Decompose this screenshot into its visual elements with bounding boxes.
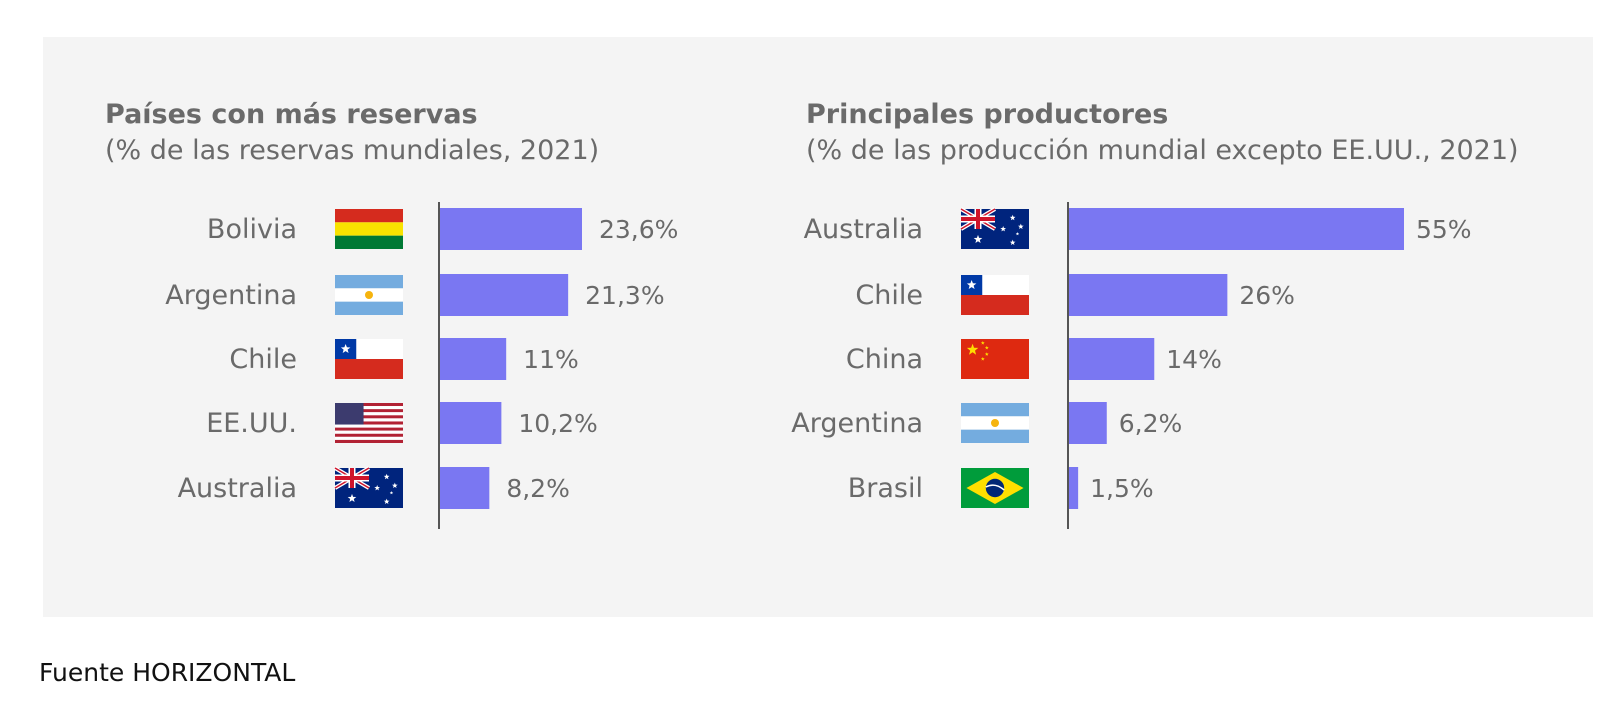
category-label: Bolivia bbox=[207, 214, 297, 245]
bar bbox=[440, 208, 582, 250]
bar bbox=[1069, 274, 1228, 316]
chart-title: Principales productores bbox=[806, 99, 1169, 130]
value-label: 1,5% bbox=[1090, 474, 1154, 503]
bar bbox=[1069, 338, 1155, 380]
category-label: EE.UU. bbox=[206, 408, 297, 439]
category-label: China bbox=[846, 344, 923, 375]
flag-chile-icon bbox=[335, 339, 403, 379]
category-label: Australia bbox=[178, 473, 297, 504]
value-label: 14% bbox=[1166, 345, 1222, 374]
bar bbox=[1069, 467, 1079, 509]
chart-panel: Países con más reservas (% de las reserv… bbox=[43, 37, 1593, 617]
value-label: 26% bbox=[1239, 281, 1295, 310]
flag-china-icon bbox=[961, 339, 1029, 379]
category-label: Australia bbox=[804, 214, 923, 245]
flag-australia-icon bbox=[959, 207, 1029, 249]
reserves-chart: Países con más reservas (% de las reserv… bbox=[43, 37, 743, 617]
chart-subtitle: (% de las producción mundial excepto EE.… bbox=[806, 135, 1519, 166]
category-label: Argentina bbox=[165, 280, 297, 311]
chart-title: Países con más reservas bbox=[105, 99, 478, 130]
bar bbox=[1069, 402, 1107, 444]
value-label: 21,3% bbox=[585, 281, 664, 310]
value-label: 11% bbox=[523, 345, 579, 374]
flag-chile-icon bbox=[961, 275, 1029, 315]
category-label: Chile bbox=[229, 344, 297, 375]
category-label: Argentina bbox=[791, 408, 923, 439]
category-label: Chile bbox=[855, 280, 923, 311]
value-label: 8,2% bbox=[506, 474, 570, 503]
producers-bar-svg: Australia 55% Chile 26% China 14% Argentina 6,2… bbox=[791, 202, 1472, 529]
value-label: 10,2% bbox=[518, 409, 597, 438]
producers-chart: Principales productores (% de las produc… bbox=[43, 37, 1593, 617]
flag-australia-icon bbox=[333, 466, 403, 508]
bar bbox=[440, 467, 490, 509]
chart-subtitle: (% de las reservas mundiales, 2021) bbox=[105, 135, 600, 166]
flag-usa-icon bbox=[335, 403, 403, 443]
reserves-bar-svg: Bolivia 23,6% Argentina 21,3% Chile 11% EE.UU.… bbox=[165, 202, 678, 529]
flag-brazil-icon bbox=[961, 468, 1029, 508]
category-label: Brasil bbox=[848, 473, 923, 504]
footer-source: Fuente HORIZONTAL bbox=[39, 658, 296, 687]
value-label: 6,2% bbox=[1119, 409, 1183, 438]
flag-bolivia-icon bbox=[335, 209, 403, 249]
bar bbox=[440, 274, 569, 316]
flag-argentina-icon bbox=[335, 275, 403, 315]
bar bbox=[1069, 208, 1404, 250]
flag-argentina-icon bbox=[961, 403, 1029, 443]
value-label: 55% bbox=[1416, 215, 1472, 244]
value-label: 23,6% bbox=[599, 215, 678, 244]
bar bbox=[440, 338, 507, 380]
bar bbox=[440, 402, 502, 444]
